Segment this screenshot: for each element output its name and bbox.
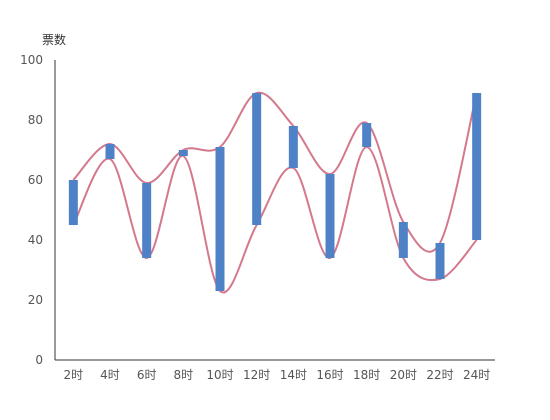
lines-layer: [72, 91, 478, 294]
bar-24时: [472, 93, 482, 240]
x-tick-label: 18时: [353, 368, 380, 382]
x-tick-label: 24时: [463, 368, 490, 382]
x-tick-label: 12时: [243, 368, 270, 382]
bar-2时: [68, 180, 78, 225]
x-tick-label: 10时: [206, 368, 233, 382]
bar-22时: [435, 243, 445, 279]
x-tick-labels: 2时 4时 6时 8时 10时 12时 14时 16时 18时 20时 22时 24时: [64, 368, 491, 382]
bar-16时: [325, 174, 335, 258]
bar-14时: [288, 126, 298, 168]
bar-4时: [105, 144, 115, 159]
x-tick-label: 2时: [64, 368, 84, 382]
y-tick-label: 40: [28, 233, 43, 247]
bars-layer: [68, 93, 482, 291]
y-tick-label: 20: [28, 293, 43, 307]
y-tick-label: 60: [28, 173, 43, 187]
y-tick-labels: 0 20 40 60 80 100: [20, 53, 43, 367]
x-tick-label: 6时: [137, 368, 157, 382]
bar-8时: [178, 150, 188, 156]
x-tick-label: 4时: [100, 368, 120, 382]
bar-6时: [142, 183, 152, 258]
y-tick-label: 100: [20, 53, 43, 67]
x-tick-label: 8时: [174, 368, 194, 382]
bar-20时: [398, 222, 408, 258]
y-tick-label: 0: [35, 353, 43, 367]
x-tick-label: 22时: [426, 368, 453, 382]
x-tick-label: 14时: [280, 368, 307, 382]
series-line-2: [72, 145, 478, 294]
bar-18时: [362, 123, 372, 147]
bar-10时: [215, 147, 225, 291]
y-axis-title: 票数: [42, 32, 66, 47]
x-tick-label: 16时: [316, 368, 343, 382]
x-tick-label: 20时: [390, 368, 417, 382]
y-tick-label: 80: [28, 113, 43, 127]
bar-12时: [252, 93, 262, 225]
